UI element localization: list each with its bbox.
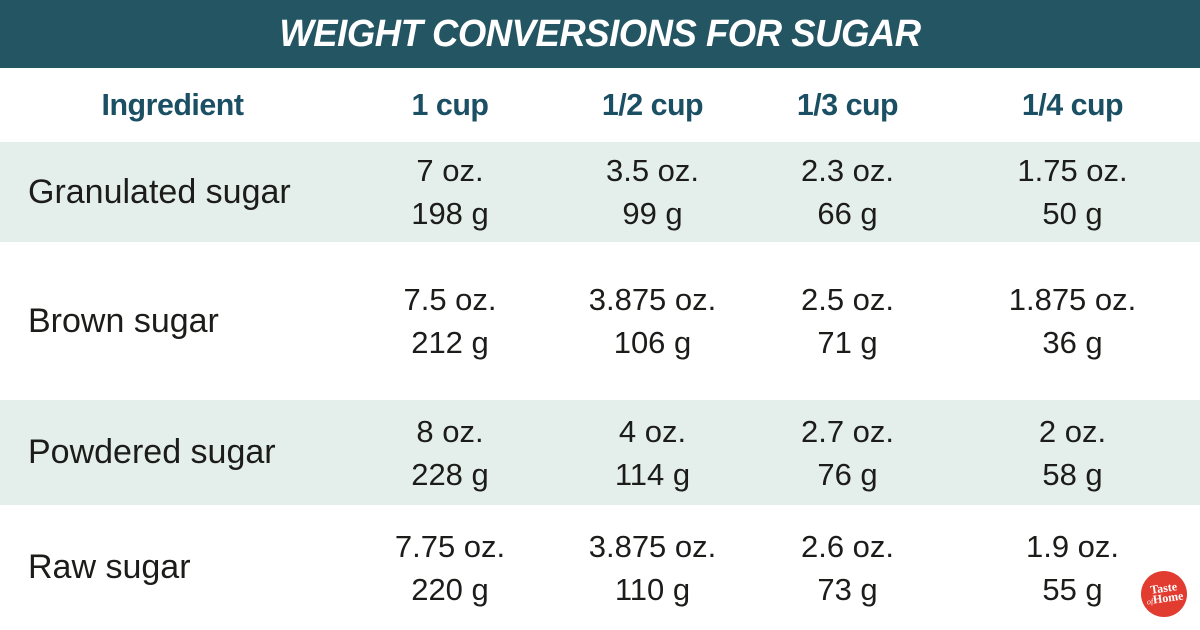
page-title: WEIGHT CONVERSIONS FOR SUGAR	[279, 12, 921, 55]
cell-granulated-1-cup: 7 oz. 198 g	[345, 142, 555, 242]
cell-powdered-quarter-cup: 2 oz. 58 g	[945, 400, 1200, 505]
gram-value: 106 g	[613, 325, 692, 360]
column-header-ingredient: Ingredient	[101, 87, 244, 122]
table-header-row: Ingredient 1 cup 1/2 cup 1/3 cup 1/4 cup	[0, 68, 1200, 142]
gram-value: 198 g	[411, 196, 489, 231]
column-header-half-cup: 1/2 cup	[601, 87, 704, 122]
gram-value: 50 g	[1042, 196, 1103, 231]
taste-of-home-logo: Taste ofHome	[1141, 571, 1187, 617]
title-bar: WEIGHT CONVERSIONS FOR SUGAR	[0, 0, 1200, 68]
ounce-value: 2.6 oz.	[800, 528, 895, 564]
gram-value: 71 g	[817, 325, 878, 360]
ounce-value: 7.75 oz.	[394, 528, 506, 564]
cell-raw-half-cup: 3.875 oz. 110 g	[555, 505, 750, 630]
logo-word-home: Home	[1151, 588, 1184, 607]
table-row-granulated-sugar: Granulated sugar 7 oz. 198 g 3.5 oz. 99 …	[0, 142, 1200, 242]
cell-brown-1-cup: 7.5 oz. 212 g	[345, 242, 555, 400]
ounce-value: 8 oz.	[416, 413, 484, 449]
gram-value: 110 g	[614, 571, 691, 607]
cell-brown-third-cup: 2.5 oz. 71 g	[750, 242, 945, 400]
gram-value: 220 g	[411, 571, 489, 607]
ingredient-label: Granulated sugar	[28, 172, 291, 211]
ounce-value: 1.9 oz.	[1025, 528, 1120, 564]
cell-brown-quarter-cup: 1.875 oz. 36 g	[945, 242, 1200, 400]
ounce-value: 4 oz.	[618, 413, 687, 449]
cell-raw-third-cup: 2.6 oz. 73 g	[750, 505, 945, 630]
ingredient-label: Powdered sugar	[28, 433, 276, 471]
cell-brown-half-cup: 3.875 oz. 106 g	[555, 242, 750, 400]
ounce-value: 2.7 oz.	[800, 413, 895, 449]
taste-of-home-logo-text: Taste ofHome	[1144, 579, 1184, 608]
cell-powdered-1-cup: 8 oz. 228 g	[345, 400, 555, 505]
cell-raw-quarter-cup: 1.9 oz. 55 g	[945, 505, 1200, 630]
ounce-value: 7.5 oz.	[403, 282, 497, 317]
gram-value: 73 g	[817, 571, 878, 607]
cell-raw-1-cup: 7.75 oz. 220 g	[345, 505, 555, 630]
ounce-value: 3.875 oz.	[588, 528, 717, 564]
ingredient-label: Raw sugar	[28, 548, 191, 586]
cell-granulated-third-cup: 2.3 oz. 66 g	[750, 142, 945, 242]
ounce-value: 2 oz.	[1038, 413, 1107, 449]
gram-value: 66 g	[817, 196, 878, 231]
table-row-powdered-sugar: Powdered sugar 8 oz. 228 g 4 oz. 114 g 2…	[0, 400, 1200, 505]
gram-value: 212 g	[411, 325, 489, 360]
cell-powdered-third-cup: 2.7 oz. 76 g	[750, 400, 945, 505]
ounce-value: 1.75 oz.	[1017, 153, 1128, 188]
column-header-third-cup: 1/3 cup	[796, 87, 899, 122]
table-row-raw-sugar: Raw sugar 7.75 oz. 220 g 3.875 oz. 110 g…	[0, 505, 1200, 630]
table-row-brown-sugar: Brown sugar 7.5 oz. 212 g 3.875 oz. 106 …	[0, 242, 1200, 400]
ingredient-label: Brown sugar	[28, 301, 219, 340]
gram-value: 55 g	[1042, 571, 1103, 607]
ounce-value: 3.5 oz.	[605, 153, 700, 188]
gram-value: 36 g	[1042, 325, 1103, 360]
gram-value: 114 g	[614, 456, 691, 492]
cell-granulated-quarter-cup: 1.75 oz. 50 g	[945, 142, 1200, 242]
ounce-value: 2.3 oz.	[800, 153, 895, 188]
cell-granulated-half-cup: 3.5 oz. 99 g	[555, 142, 750, 242]
cell-powdered-half-cup: 4 oz. 114 g	[555, 400, 750, 505]
gram-value: 58 g	[1042, 456, 1103, 492]
ounce-value: 1.875 oz.	[1008, 282, 1137, 317]
ounce-value: 2.5 oz.	[800, 282, 895, 317]
gram-value: 228 g	[411, 456, 489, 492]
column-header-1-cup: 1 cup	[411, 87, 489, 122]
ounce-value: 3.875 oz.	[588, 282, 717, 317]
ounce-value: 7 oz.	[416, 153, 484, 188]
gram-value: 76 g	[817, 456, 878, 492]
gram-value: 99 g	[622, 196, 683, 231]
column-header-quarter-cup: 1/4 cup	[1021, 87, 1124, 122]
